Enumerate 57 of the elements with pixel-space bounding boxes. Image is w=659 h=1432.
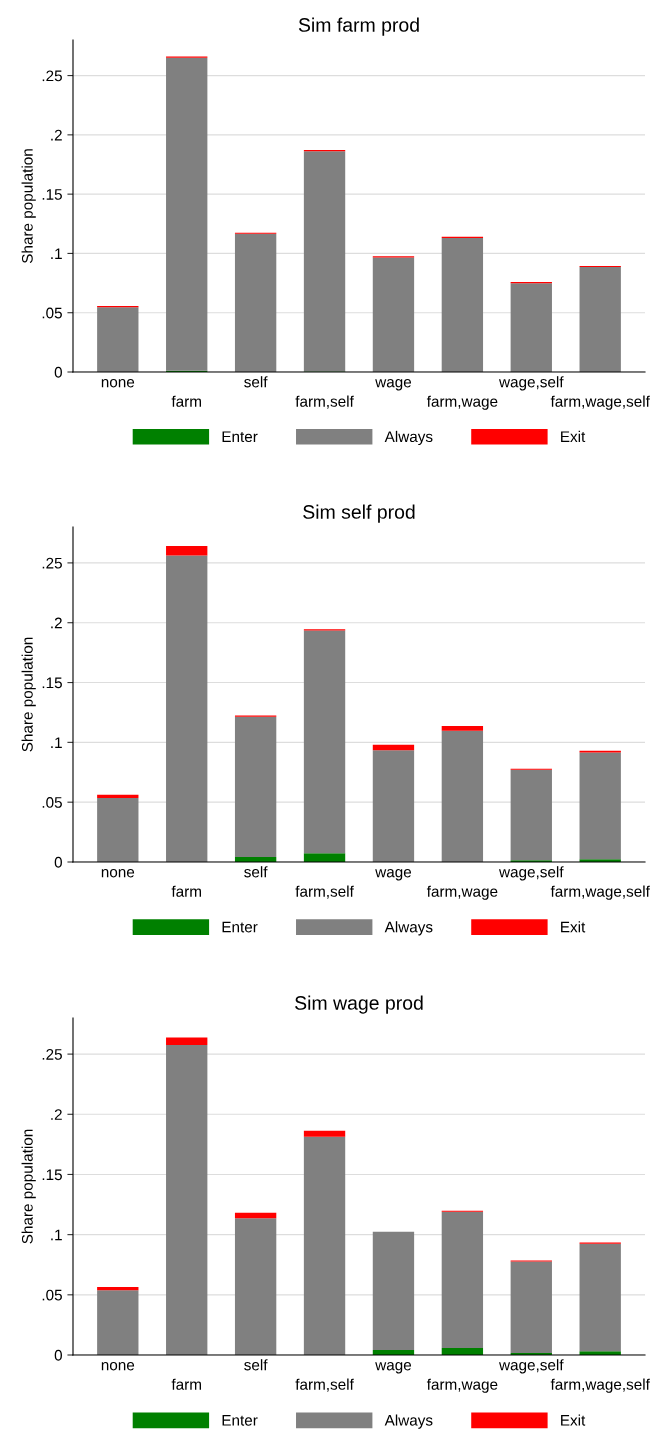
legend-label: Always [384, 430, 433, 446]
y-tick-label: .15 [42, 189, 62, 200]
y-tick-label: 0 [54, 856, 62, 868]
legend-label: Enter [222, 431, 258, 443]
x-tick-label: self [244, 866, 268, 878]
y-tick-label: .25 [42, 1048, 62, 1060]
x-tick-label: wage,self [499, 866, 564, 881]
x-tick-label: farm,wage [426, 1378, 498, 1393]
legend-label: Always [384, 921, 433, 936]
y-tick-label: .1 [51, 1229, 62, 1241]
x-tick-label: wage [375, 869, 412, 881]
y-tick-label: .2 [51, 129, 62, 141]
y-axis-title: Share population [21, 1129, 36, 1244]
legend-label: Enter [222, 1415, 258, 1426]
legend-label: Always [384, 1414, 433, 1429]
x-tick-label: self [244, 376, 268, 388]
x-tick-label: farm,wage,self [550, 885, 650, 900]
y-tick-label: .05 [42, 797, 62, 808]
legend-label: Exit [561, 921, 586, 933]
y-tick-label: 0 [54, 366, 62, 378]
legend-label: Exit [561, 1414, 586, 1426]
chart-title: Sim farm prod [298, 17, 419, 36]
x-tick-label: wage [375, 1362, 412, 1374]
y-tick-label: 0 [54, 1349, 62, 1361]
legend-label: Exit [561, 430, 586, 443]
x-tick-label: farm [171, 1378, 201, 1390]
y-axis-title: Share population [21, 149, 36, 264]
x-tick-label: farm [171, 885, 201, 897]
y-tick-label: .2 [51, 1109, 62, 1120]
x-tick-label: farm,wage [426, 885, 498, 900]
x-tick-label: wage,self [499, 1359, 564, 1374]
y-tick-label: .1 [51, 248, 62, 259]
x-tick-label: farm,wage,self [550, 395, 650, 410]
x-tick-label: farm,self [295, 395, 354, 409]
x-tick-label: farm,wage,self [550, 1378, 650, 1393]
x-tick-label: farm [171, 395, 201, 407]
x-tick-label: wage [375, 379, 412, 391]
y-tick-label: .25 [42, 70, 62, 82]
legend-label: Enter [222, 921, 258, 933]
y-tick-label: .05 [42, 1289, 62, 1301]
x-tick-label: farm,wage [426, 395, 498, 410]
x-tick-label: farm,self [295, 1378, 354, 1392]
y-tick-label: .25 [42, 557, 62, 569]
x-tick-label: none [101, 869, 135, 878]
y-tick-label: .2 [51, 617, 62, 629]
x-tick-label: self [244, 1359, 268, 1371]
x-tick-label: wage,self [499, 376, 564, 391]
y-tick-label: .15 [42, 1169, 62, 1181]
y-axis-title: Share population [21, 637, 36, 752]
x-tick-label: none [101, 1362, 135, 1371]
chart-title: Sim wage prod [295, 995, 423, 1014]
y-tick-label: .1 [51, 737, 62, 748]
y-tick-label: .15 [42, 677, 62, 689]
y-tick-label: .05 [42, 307, 62, 319]
chart-title: Sim self prod [303, 504, 415, 523]
x-tick-label: farm,self [295, 885, 354, 899]
x-tick-label: none [101, 379, 135, 388]
